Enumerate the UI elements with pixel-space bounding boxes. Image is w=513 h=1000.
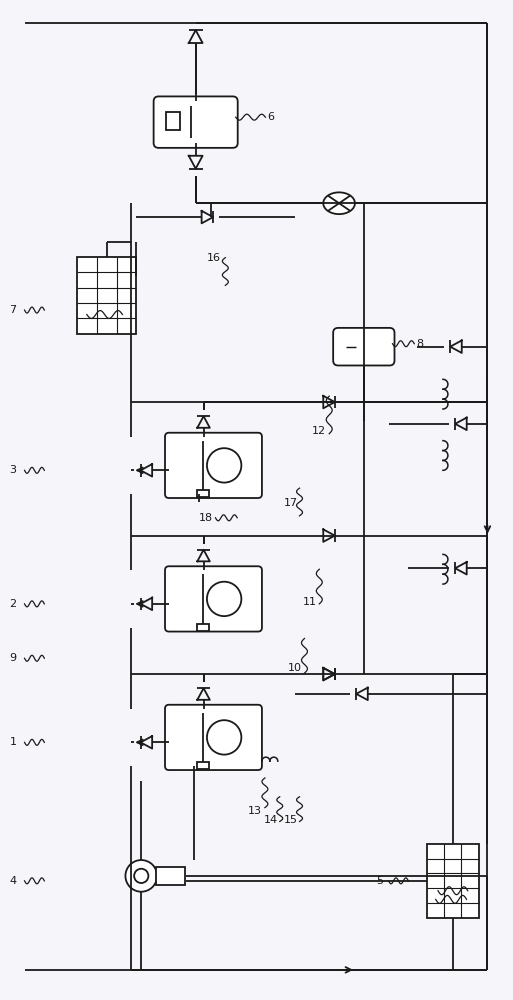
FancyBboxPatch shape: [333, 328, 394, 365]
Text: 5: 5: [377, 876, 384, 886]
Circle shape: [207, 448, 241, 483]
Text: 11: 11: [302, 597, 317, 607]
Ellipse shape: [323, 192, 355, 214]
Bar: [77, 257, 136, 334]
Text: 18: 18: [199, 513, 212, 523]
Bar: [197, 624, 209, 631]
Bar: [197, 490, 209, 497]
Text: 6: 6: [267, 112, 274, 122]
Bar: [197, 762, 209, 769]
Circle shape: [207, 720, 241, 755]
Text: 7: 7: [10, 305, 16, 315]
Text: 1: 1: [10, 737, 16, 747]
FancyBboxPatch shape: [165, 433, 262, 498]
Bar: [427, 844, 479, 918]
Text: 2: 2: [10, 599, 16, 609]
FancyBboxPatch shape: [153, 96, 238, 148]
Text: 13: 13: [248, 806, 262, 816]
Bar: [156, 867, 185, 885]
Bar: [167, 112, 181, 130]
Circle shape: [126, 860, 157, 892]
Text: 15: 15: [284, 815, 298, 825]
FancyBboxPatch shape: [165, 705, 262, 770]
Text: 16: 16: [206, 253, 221, 263]
Text: 10: 10: [287, 663, 302, 673]
Text: 9: 9: [10, 653, 16, 663]
FancyBboxPatch shape: [165, 566, 262, 632]
Text: 17: 17: [283, 498, 298, 508]
Text: 14: 14: [264, 815, 278, 825]
Text: 4: 4: [10, 876, 16, 886]
Circle shape: [134, 869, 148, 883]
Text: 12: 12: [312, 426, 326, 436]
Text: 3: 3: [10, 465, 16, 475]
Circle shape: [207, 582, 241, 616]
Text: 8: 8: [416, 339, 423, 349]
